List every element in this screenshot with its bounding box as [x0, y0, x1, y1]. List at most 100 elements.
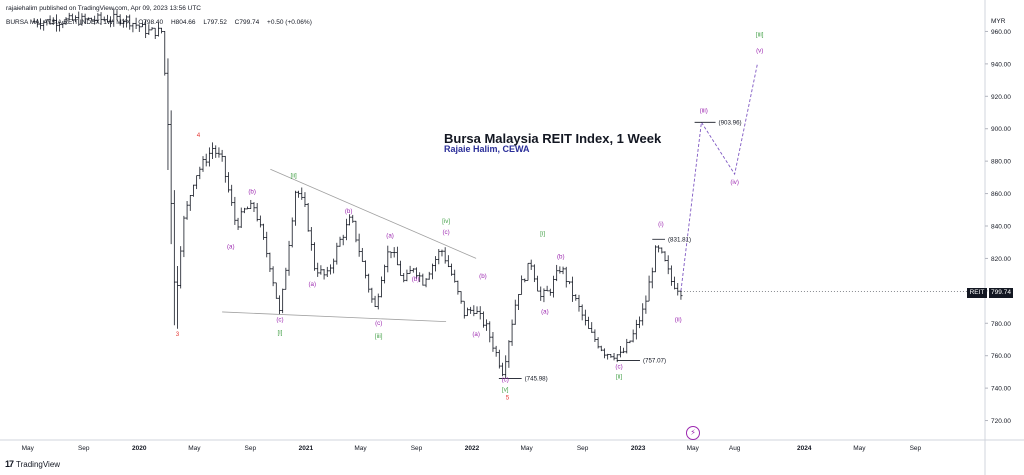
ohlc-bar	[185, 201, 189, 220]
ohlc-bar	[535, 275, 540, 292]
x-tick-label: Sep	[78, 445, 90, 452]
ohlc-bar	[312, 242, 317, 271]
wave-label: (a)	[227, 244, 235, 251]
ohlc-bar	[80, 13, 84, 26]
ohlc-bar	[284, 267, 288, 290]
tradingview-logo[interactable]: 17 TradingView	[5, 459, 60, 469]
ohlc-bar	[51, 17, 55, 25]
ohlc-bar	[599, 345, 603, 352]
ohlc-bar	[201, 156, 205, 172]
ohlc-bar	[510, 319, 514, 346]
tv-logo-icon: 17	[5, 459, 14, 469]
ohlc-bar	[418, 272, 422, 283]
ohlc-bar	[593, 329, 597, 342]
y-tick-label: 880.00	[991, 159, 1011, 166]
ohlc-bar	[395, 246, 399, 266]
ohlc-bar	[558, 266, 562, 274]
ohlc-bar	[641, 303, 645, 326]
ohlc-bar	[319, 265, 323, 275]
ohlc-bar	[555, 264, 559, 282]
ohlc-bar	[172, 190, 176, 326]
ohlc-bar	[137, 24, 141, 32]
ohlc-bar	[469, 306, 473, 314]
x-tick-label: 2021	[299, 445, 314, 452]
ohlc-bar	[233, 196, 237, 225]
ohlc-bar	[210, 142, 215, 160]
ohlc-bar	[83, 13, 87, 24]
wave-label: (i)	[658, 221, 664, 228]
ohlc-bar	[609, 354, 613, 358]
ohlc-bar	[523, 278, 527, 283]
ohlc-bar	[475, 306, 479, 314]
ohlc-bar	[586, 316, 591, 329]
currency-label: MYR	[991, 18, 1006, 25]
ohlc-bar	[672, 276, 677, 290]
ohlc-bar	[61, 21, 65, 29]
ohlc-bar	[121, 18, 125, 28]
wave-label: [iii]	[375, 333, 383, 340]
y-tick-label: 940.00	[991, 61, 1011, 68]
ohlc-bar	[427, 271, 431, 280]
ohlc-bar	[96, 12, 100, 24]
ohlc-bar	[45, 19, 49, 26]
x-tick-label: Sep	[411, 445, 423, 452]
wave-label: [ii]	[290, 172, 296, 179]
ohlc-bar	[354, 220, 358, 243]
ohlc-bar	[191, 184, 196, 197]
wave-label: (iii)	[700, 108, 708, 115]
ohlc-bar	[293, 190, 298, 226]
ohlc-bar	[430, 263, 435, 280]
ohlc-bar	[456, 280, 460, 295]
ohlc-bar	[341, 234, 345, 246]
ohlc-bar	[405, 269, 409, 282]
ohlc-bar	[144, 19, 148, 39]
ohlc-bar	[153, 27, 157, 40]
ohlc-bar	[105, 14, 110, 23]
ohlc-bar	[596, 337, 600, 349]
ohlc-bar	[338, 236, 342, 247]
x-tick-label: May	[520, 445, 533, 452]
ohlc-bar	[360, 247, 364, 262]
ohlc-bar	[223, 155, 227, 183]
ohlc-bar	[370, 287, 374, 303]
ohlc-bar	[513, 299, 517, 325]
ohlc-bar	[386, 245, 390, 273]
lightning-icon[interactable]: ⚡	[686, 426, 700, 440]
ohlc-bar	[459, 291, 463, 304]
wave-label: (c)	[442, 229, 449, 236]
ohlc-bar	[300, 187, 304, 200]
wave-label: (b)	[412, 276, 420, 283]
ohlc-bar	[669, 265, 673, 286]
ohlc-bar	[112, 8, 116, 27]
ohlc-bar	[99, 12, 103, 25]
x-tick-label: 2023	[631, 445, 646, 452]
ohlc-bar	[631, 329, 635, 343]
ohlc-bar	[628, 340, 632, 344]
ohlc-bar	[54, 14, 59, 32]
ohlc-bar	[64, 17, 68, 25]
ohlc-bar	[128, 14, 132, 30]
ohlc-bar	[281, 288, 285, 314]
wave-label: (a)	[472, 331, 480, 338]
ohlc-bar	[526, 262, 530, 281]
ohlc-bar	[440, 249, 444, 257]
ohlc-bar	[140, 22, 145, 28]
ohlc-bar	[590, 322, 594, 333]
y-tick-label: 760.00	[991, 353, 1011, 360]
change-value: +0.50 (+0.06%)	[267, 19, 312, 26]
wave-label: (a)	[386, 232, 394, 239]
wave-label: (c)	[615, 364, 622, 371]
ohlc-bar	[38, 18, 43, 30]
ohlc-bar	[657, 245, 661, 253]
ohlc-bar	[277, 295, 282, 315]
ohlc-bar	[306, 203, 310, 232]
ohlc-bar	[303, 192, 307, 208]
ohlc-bar	[179, 246, 183, 289]
ohlc-bar	[335, 242, 339, 265]
x-tick-label: May	[188, 445, 201, 452]
ohlc-bar	[204, 153, 208, 167]
ohlc-bar	[182, 215, 186, 258]
ohlc-bar	[383, 264, 387, 284]
